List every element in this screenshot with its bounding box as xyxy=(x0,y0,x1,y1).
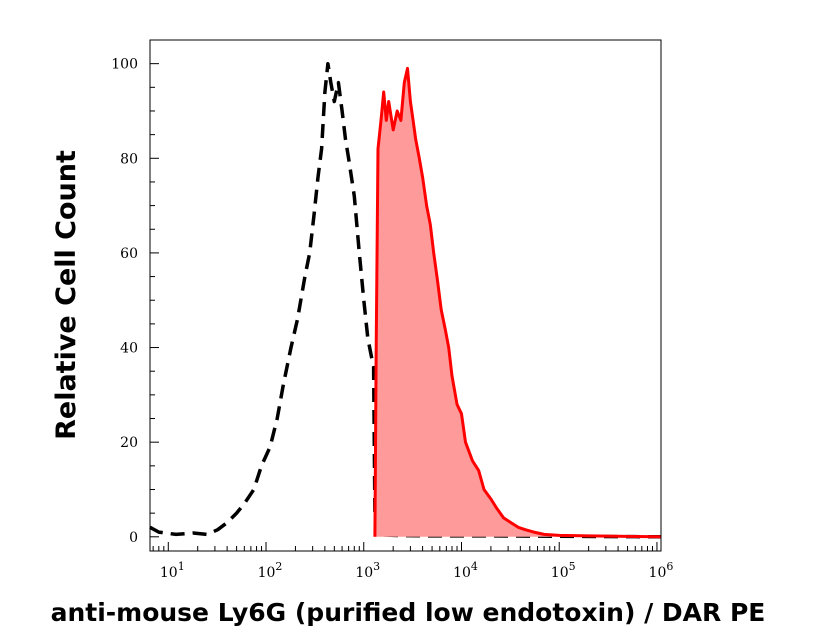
series-1-fill xyxy=(374,68,661,537)
y-tick-label-3: 60 xyxy=(120,246,138,262)
x-tick-label-1: 102 xyxy=(258,560,283,581)
x-tick-label-4: 105 xyxy=(551,560,576,581)
y-tick-label-4: 80 xyxy=(120,151,138,167)
y-tick-label-0: 0 xyxy=(129,530,138,546)
x-tick-label-3: 104 xyxy=(453,560,478,581)
y-tick-label-1: 20 xyxy=(120,435,138,451)
y-tick-label-5: 100 xyxy=(111,57,138,73)
x-axis-title: anti-mouse Ly6G (purified low endotoxin)… xyxy=(51,598,766,627)
series-1-line xyxy=(373,66,662,539)
x-tick-label-2: 103 xyxy=(355,560,380,581)
series-0-line xyxy=(149,61,662,539)
y-tick-label-2: 40 xyxy=(120,341,138,357)
x-tick-label-5: 106 xyxy=(649,560,674,581)
plot-frame xyxy=(149,39,662,552)
y-axis-title: Relative Cell Count xyxy=(51,150,82,440)
series-layer xyxy=(149,61,662,539)
x-tick-label-0: 101 xyxy=(160,560,185,581)
